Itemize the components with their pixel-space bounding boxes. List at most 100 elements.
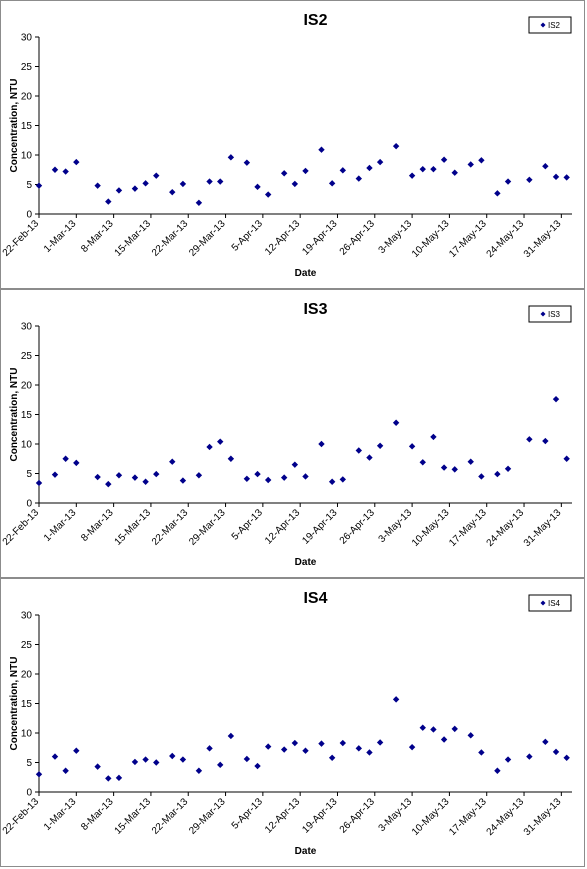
x-tick-label: 24-May-13 (485, 507, 527, 549)
data-point (169, 188, 176, 196)
data-point (227, 455, 235, 462)
legend-label: IS3 (548, 310, 561, 319)
x-tick-label: 31-May-13 (522, 507, 564, 549)
y-tick-label: 25 (21, 62, 33, 73)
x-tick-label: 5-Apr-13 (230, 507, 266, 543)
data-point (302, 167, 309, 175)
data-point (430, 726, 437, 733)
x-tick-label: 10-May-13 (410, 796, 452, 838)
x-tick-label: 22-Mar-13 (150, 796, 191, 837)
data-point (280, 170, 288, 177)
data-point (451, 169, 458, 176)
data-point (355, 447, 362, 454)
data-point (254, 762, 261, 770)
data-point (494, 470, 501, 478)
data-point (206, 178, 213, 185)
data-point (153, 759, 160, 766)
data-point (227, 154, 235, 161)
x-tick-label: 8-Mar-13 (79, 218, 116, 255)
x-tick-label: 15-Mar-13 (113, 218, 154, 259)
legend: IS2 (528, 16, 572, 34)
data-point (217, 438, 224, 445)
x-tick-label: 3-May-13 (377, 796, 415, 834)
data-point (328, 754, 336, 761)
data-point (62, 767, 69, 774)
y-tick-label: 10 (21, 440, 33, 451)
data-point (419, 724, 426, 731)
y-tick-label: 10 (21, 151, 33, 162)
y-tick-label: 5 (26, 180, 32, 191)
data-point (355, 745, 362, 752)
data-point (51, 471, 59, 478)
scatter-chart: IS3 0 5 10 15 20 25 30 22-Feb-13 1-Mar-13 8-Mar-13… (1, 301, 572, 568)
x-tick-label: 12-Apr-13 (263, 507, 303, 547)
data-point (105, 775, 112, 782)
data-point (217, 761, 224, 769)
y-tick-label: 10 (21, 729, 33, 740)
data-point (526, 753, 533, 760)
scatter-chart: IS2 0 5 10 15 20 25 30 22-Feb-13 1-Mar-13 8-Mar-13… (1, 12, 572, 279)
data-point (243, 475, 251, 483)
data-point (563, 174, 570, 181)
data-point (542, 738, 549, 746)
x-tick-label: 17-May-13 (447, 507, 489, 549)
data-point (392, 419, 400, 426)
x-tick-label: 15-Mar-13 (113, 507, 154, 548)
x-tick-label: 29-Mar-13 (187, 796, 228, 837)
x-tick-label: 19-Apr-13 (300, 218, 340, 258)
data-point (494, 767, 501, 774)
x-axis-title: Date (295, 846, 317, 857)
data-point (195, 472, 203, 479)
data-point (552, 173, 560, 181)
data-point (264, 476, 272, 484)
x-tick-label: 3-May-13 (377, 218, 415, 256)
x-tick-label: 1-Mar-13 (42, 218, 79, 255)
data-point (131, 185, 139, 192)
data-point (73, 459, 80, 467)
data-point (440, 736, 448, 743)
data-point (526, 436, 533, 443)
legend: IS3 (528, 305, 572, 323)
legend-box (528, 594, 572, 612)
data-point (552, 395, 560, 403)
data-point (195, 767, 203, 774)
chart-title: IS3 (303, 301, 327, 318)
data-point (131, 758, 139, 766)
chart-title: IS4 (303, 590, 327, 607)
data-point (318, 146, 325, 153)
data-point (542, 437, 549, 445)
data-point (563, 455, 570, 462)
x-tick-label: 17-May-13 (447, 218, 489, 260)
data-point (328, 180, 336, 187)
data-point (366, 164, 373, 172)
x-tick-label: 24-May-13 (485, 218, 527, 260)
data-point (179, 756, 187, 763)
y-tick-label: 20 (21, 670, 33, 681)
data-point (280, 746, 288, 753)
data-point (35, 479, 43, 487)
chart-panel-is3: IS3 0 5 10 15 20 25 30 22-Feb-13 1-Mar-13 8-Mar-13… (0, 289, 585, 578)
legend-label: IS4 (548, 599, 561, 608)
x-tick-label: 8-Mar-13 (79, 507, 116, 544)
data-point (142, 756, 149, 763)
y-tick-label: 5 (26, 469, 32, 480)
data-point (440, 156, 448, 163)
chart-panel-is2: IS2 0 5 10 15 20 25 30 22-Feb-13 1-Mar-13 8-Mar-13… (0, 0, 585, 289)
data-point (318, 740, 325, 747)
data-point (339, 476, 347, 483)
x-tick-label: 26-Apr-13 (338, 796, 378, 836)
data-point (169, 752, 176, 760)
x-tick-label: 22-Mar-13 (150, 218, 191, 259)
x-tick-label: 5-Apr-13 (230, 218, 266, 254)
data-point (73, 158, 80, 166)
x-tick-label: 31-May-13 (522, 796, 564, 838)
data-point (494, 190, 501, 197)
data-point (451, 466, 458, 473)
data-point (478, 749, 485, 756)
data-point (451, 725, 458, 733)
data-point (291, 461, 299, 468)
data-point (440, 464, 448, 471)
y-tick-label: 30 (21, 611, 33, 622)
data-point (169, 458, 176, 465)
